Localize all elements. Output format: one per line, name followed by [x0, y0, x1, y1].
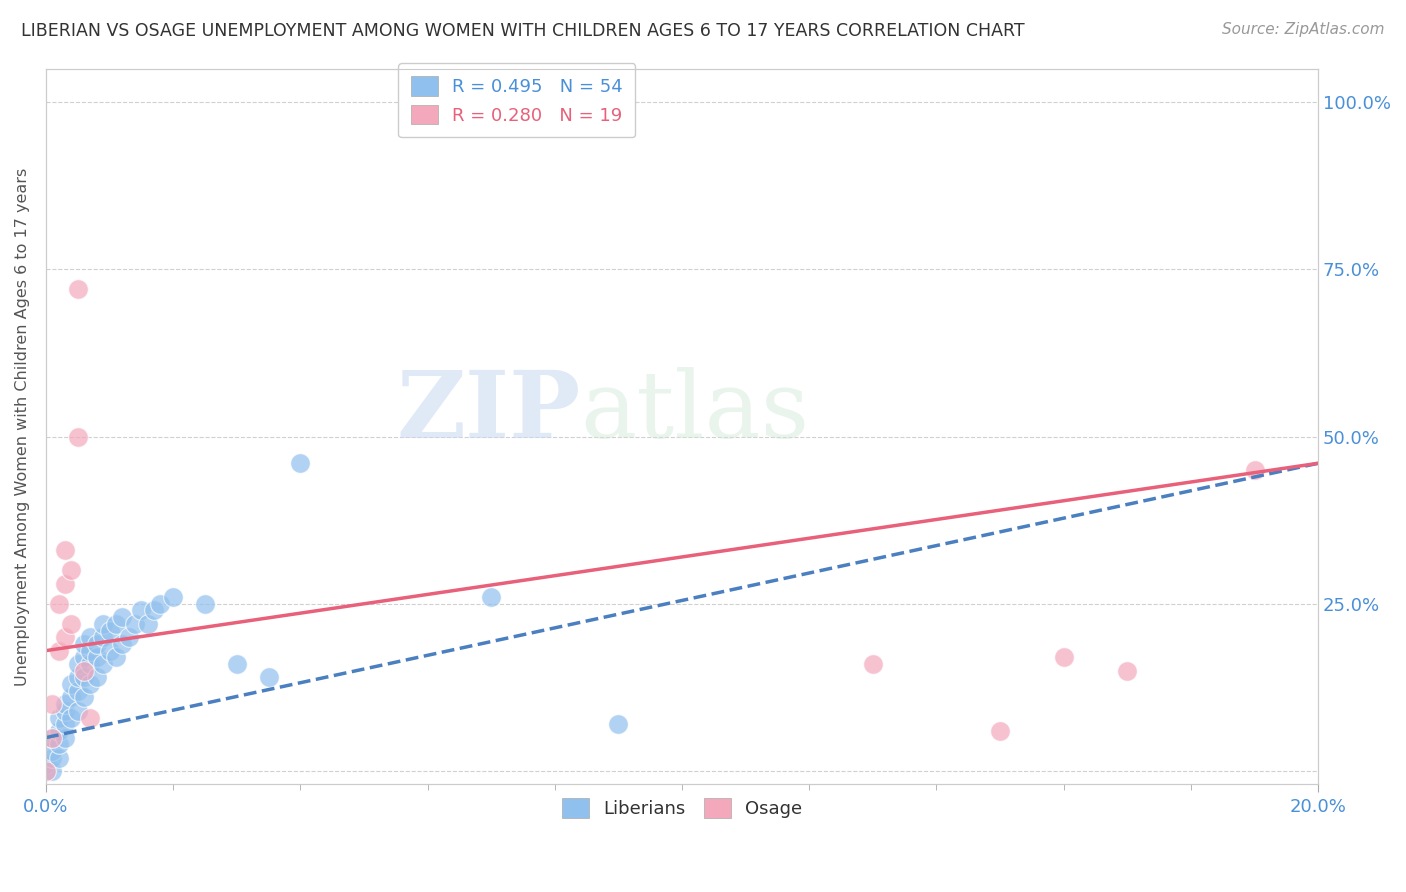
Point: [988, 723, 1011, 738]
Point: [1053, 650, 1076, 665]
Point: [1116, 664, 1139, 678]
Point: [60, 677, 83, 691]
Point: [66, 282, 89, 296]
Point: [73, 670, 96, 684]
Point: [607, 717, 630, 731]
Point: [86, 650, 108, 665]
Text: ZIP: ZIP: [396, 368, 581, 458]
Point: [60, 710, 83, 724]
Point: [60, 690, 83, 705]
Point: [136, 616, 159, 631]
Text: LIBERIAN VS OSAGE UNEMPLOYMENT AMONG WOMEN WITH CHILDREN AGES 6 TO 17 YEARS CORR: LIBERIAN VS OSAGE UNEMPLOYMENT AMONG WOM…: [21, 22, 1025, 40]
Point: [290, 456, 312, 470]
Point: [66, 683, 89, 698]
Point: [143, 603, 166, 617]
Point: [48, 710, 70, 724]
Point: [79, 677, 101, 691]
Legend: Liberians, Osage: Liberians, Osage: [554, 791, 810, 825]
Point: [48, 737, 70, 751]
Point: [41, 697, 63, 711]
Point: [86, 670, 108, 684]
Point: [118, 630, 141, 644]
Point: [79, 630, 101, 644]
Point: [131, 603, 153, 617]
Point: [53, 704, 76, 718]
Point: [66, 429, 89, 443]
Point: [862, 657, 884, 671]
Point: [257, 670, 280, 684]
Point: [225, 657, 247, 671]
Point: [73, 637, 96, 651]
Point: [60, 616, 83, 631]
Point: [194, 597, 217, 611]
Point: [86, 637, 108, 651]
Point: [98, 643, 121, 657]
Point: [48, 723, 70, 738]
Point: [41, 731, 63, 745]
Text: atlas: atlas: [581, 368, 810, 458]
Point: [48, 750, 70, 764]
Point: [104, 650, 127, 665]
Point: [41, 731, 63, 745]
Point: [53, 731, 76, 745]
Point: [91, 616, 114, 631]
Point: [35, 764, 58, 778]
Point: [124, 616, 146, 631]
Point: [73, 664, 96, 678]
Point: [149, 597, 172, 611]
Point: [35, 764, 58, 778]
Point: [79, 643, 101, 657]
Point: [35, 757, 58, 772]
Point: [162, 590, 184, 604]
Point: [91, 630, 114, 644]
Point: [79, 710, 101, 724]
Point: [66, 704, 89, 718]
Point: [73, 690, 96, 705]
Point: [48, 643, 70, 657]
Y-axis label: Unemployment Among Women with Children Ages 6 to 17 years: Unemployment Among Women with Children A…: [15, 168, 30, 686]
Point: [41, 764, 63, 778]
Point: [60, 563, 83, 577]
Point: [79, 657, 101, 671]
Point: [91, 657, 114, 671]
Point: [53, 576, 76, 591]
Point: [111, 610, 134, 624]
Point: [53, 543, 76, 558]
Point: [66, 657, 89, 671]
Point: [41, 744, 63, 758]
Point: [41, 750, 63, 764]
Point: [479, 590, 502, 604]
Point: [98, 624, 121, 638]
Point: [1243, 463, 1265, 477]
Point: [53, 717, 76, 731]
Point: [53, 630, 76, 644]
Text: Source: ZipAtlas.com: Source: ZipAtlas.com: [1222, 22, 1385, 37]
Point: [48, 597, 70, 611]
Point: [73, 650, 96, 665]
Point: [66, 670, 89, 684]
Point: [53, 697, 76, 711]
Point: [111, 637, 134, 651]
Point: [104, 616, 127, 631]
